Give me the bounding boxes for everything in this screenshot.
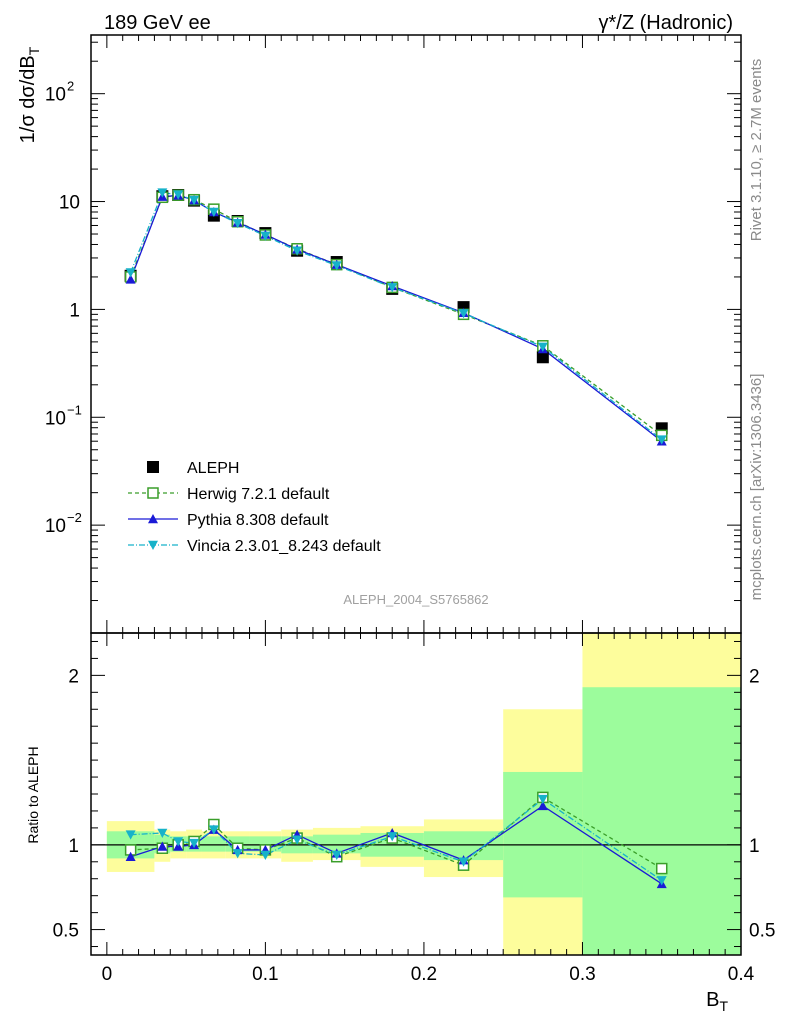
ratio-y-tick-label-right: 0.5 <box>749 921 775 942</box>
ratio-y-tick-label: 2 <box>68 666 79 687</box>
ratio-point-pythia <box>537 800 548 811</box>
legend-label: Pythia 8.308 default <box>187 512 329 529</box>
ratio-point-vincia <box>173 837 184 847</box>
ratio-point-pythia <box>157 841 168 851</box>
x-tick-label: 0.2 <box>411 964 437 985</box>
legend-marker <box>147 461 159 473</box>
ratio-y-tick-label-right: 1 <box>749 836 760 857</box>
series-point-pythia <box>125 274 136 284</box>
ratio-series-group <box>124 791 668 889</box>
y-tick-label: 10 <box>45 516 66 537</box>
legend-label: ALEPH <box>187 460 239 477</box>
x-axis-label: BT <box>706 989 728 1014</box>
y-tick-label: 10 <box>45 85 66 106</box>
y-tick-exponent: 2 <box>67 79 74 94</box>
y-tick-label: 1 <box>69 300 80 321</box>
data-point-aleph <box>536 351 549 364</box>
ratio-band-inner <box>503 771 583 898</box>
ratio-y-axis-label: Ratio to ALEPH <box>25 746 41 843</box>
series-line-herwig <box>130 194 663 436</box>
x-tick-label: 0.1 <box>252 964 278 985</box>
legend-label: Vincia 2.3.01_8.243 default <box>187 538 381 555</box>
main-series-group <box>124 188 668 446</box>
ratio-point-vincia <box>331 850 342 861</box>
rivet-side-label: Rivet 3.1.10, ≥ 2.7M events <box>748 59 765 242</box>
main-y-axis-label: 1/σ dσ/dBT <box>17 46 42 143</box>
legend: ALEPH Herwig 7.2.1 default Pythia 8.308 de… <box>128 460 381 555</box>
series-point-vincia <box>189 195 200 206</box>
analysis-id-label: ALEPH_2004_S5765862 <box>343 592 488 607</box>
series-point-vincia <box>331 261 342 271</box>
header-right-label: γ*/Z (Hadronic) <box>599 12 733 34</box>
ratio-point-pythia <box>125 851 136 861</box>
ratio-point-herwig <box>655 862 668 875</box>
series-point-vincia <box>656 435 667 445</box>
series-point-vincia <box>232 218 243 229</box>
ratio-point-vincia <box>208 825 219 835</box>
ratio-point-vincia <box>189 838 200 849</box>
ratio-point-vincia <box>292 835 303 845</box>
ratio-point-vincia <box>232 849 243 859</box>
ratio-point-vincia <box>260 850 271 861</box>
ratio-point-vincia <box>656 876 667 886</box>
mcplots-side-label: mcplots.cern.ch [arXiv:1306.3436] <box>748 374 765 601</box>
ratio-point-vincia <box>537 794 548 805</box>
series-point-vincia <box>157 188 168 198</box>
series-line-vincia <box>130 191 663 441</box>
y-tick-exponent: −2 <box>67 510 82 525</box>
x-tick-label: 0 <box>102 964 113 985</box>
series-line-pythia <box>130 194 663 442</box>
series-point-vincia <box>292 246 303 256</box>
ratio-point-vincia <box>387 832 398 842</box>
legend-marker <box>148 514 158 524</box>
ratio-point-vincia <box>125 830 136 840</box>
legend-marker <box>148 540 158 550</box>
ratio-y-tick-label: 1 <box>68 836 79 857</box>
ratio-band-inner <box>582 687 741 955</box>
header-left-label: 189 GeV ee <box>104 12 211 34</box>
ratio-uncertainty-bands <box>106 633 741 955</box>
series-point-vincia <box>458 309 469 319</box>
ratio-y-tick-label: 0.5 <box>53 921 79 942</box>
series-point-vincia <box>387 283 398 293</box>
y-tick-label: 10 <box>45 408 66 429</box>
y-tick-exponent: −1 <box>67 402 82 417</box>
x-tick-label: 0.3 <box>569 964 595 985</box>
legend-marker <box>147 487 159 499</box>
ratio-point-vincia <box>157 828 168 838</box>
ratio-band-inner <box>201 836 226 852</box>
ratio-band-inner <box>249 836 282 852</box>
legend-label: Herwig 7.2.1 default <box>187 486 330 503</box>
series-point-vincia <box>173 190 184 200</box>
series-point-vincia <box>537 342 548 352</box>
series-point-vincia <box>208 207 219 218</box>
ratio-y-tick-label-right: 2 <box>749 666 760 687</box>
y-tick-label: 10 <box>59 193 80 214</box>
ratio-point-vincia <box>458 857 469 867</box>
series-point-vincia <box>260 231 271 241</box>
series-point-vincia <box>125 268 136 278</box>
x-tick-label: 0.4 <box>728 964 755 985</box>
